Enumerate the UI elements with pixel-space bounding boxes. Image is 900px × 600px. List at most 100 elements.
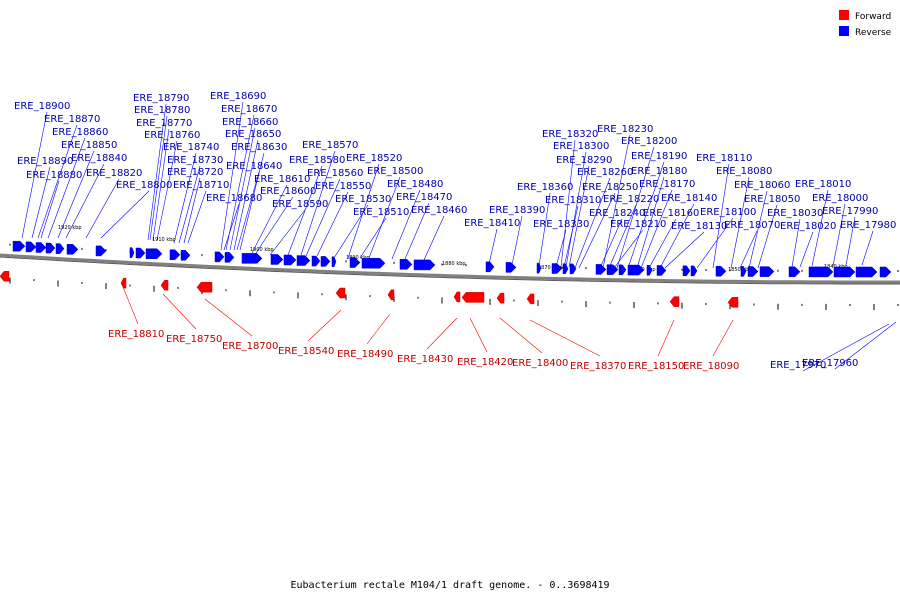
reverse-gene-label: ERE_18460	[411, 205, 467, 216]
reverse-gene	[283, 254, 297, 266]
reverse-gene-label: ERE_18730	[167, 155, 223, 166]
reverse-gene-label: ERE_18030	[767, 208, 823, 219]
reverse-gene	[505, 262, 517, 273]
genome-caption: Eubacterium rectale M104/1 draft genome.…	[290, 580, 609, 591]
reverse-gene	[270, 254, 284, 265]
reverse-gene-label: ERE_18520	[346, 153, 402, 164]
reverse-gene-label: ERE_18330	[533, 219, 589, 230]
reverse-gene-label: ERE_18640	[226, 161, 282, 172]
reverse-gene-leader	[233, 139, 259, 251]
reverse-gene-label: ERE_18010	[795, 179, 851, 190]
reverse-gene-label: ERE_18740	[163, 142, 219, 153]
reverse-gene-label: ERE_18780	[134, 105, 190, 116]
forward-gene-label: ERE_18490	[337, 349, 393, 360]
reverse-gene	[627, 264, 645, 276]
reverse-gene-leader	[602, 134, 631, 269]
reverse-gene-label: ERE_18680	[206, 193, 262, 204]
reverse-gene-leader	[225, 114, 255, 251]
forward-gene-label: ERE_18430	[397, 354, 453, 365]
forward-gene-leader	[529, 319, 601, 357]
reverse-gene-label: ERE_18170	[639, 179, 695, 190]
forward-gene	[387, 289, 395, 301]
reverse-gene-leader	[811, 189, 829, 267]
reverse-gene	[833, 266, 856, 278]
forward-gene	[526, 293, 535, 305]
reverse-gene-leader	[300, 150, 336, 256]
reverse-gene	[55, 243, 65, 254]
reverse-gene-leader	[696, 217, 734, 269]
reverse-gene	[788, 266, 801, 278]
reverse-gene-leader	[269, 209, 306, 256]
forward-gene-label: ERE_18400	[512, 358, 568, 369]
reverse-gene-leader	[31, 166, 51, 239]
reverse-gene	[595, 264, 607, 275]
reverse-gene-leader	[648, 218, 677, 269]
reverse-gene-leader	[832, 203, 846, 267]
reverse-gene-label: ERE_18240	[589, 208, 645, 219]
forward-gene-leader	[307, 309, 342, 342]
forward-gene-label: ERE_18150	[628, 361, 684, 372]
reverse-gene-label: ERE_17980	[840, 220, 896, 231]
reverse-gene	[569, 263, 577, 275]
reverse-gene-label: ERE_18050	[744, 194, 800, 205]
reverse-gene-leader	[287, 165, 323, 256]
reverse-gene-label: ERE_18850	[61, 140, 117, 151]
reverse-gene-leader	[187, 190, 207, 244]
forward-gene	[335, 287, 346, 299]
reverse-gene-label: ERE_18760	[144, 130, 200, 141]
forward-gene	[669, 296, 680, 307]
reverse-gene-label: ERE_17970	[770, 360, 826, 371]
reverse-gene-label: ERE_18770	[136, 118, 192, 129]
reverse-gene-leader	[834, 321, 897, 370]
reverse-gene-leader	[802, 323, 890, 372]
reverse-gene-label: ERE_18200	[621, 136, 677, 147]
reverse-gene-leader	[636, 176, 665, 269]
reverse-gene-label: ERE_18820	[86, 168, 142, 179]
reverse-gene-label: ERE_18190	[631, 151, 687, 162]
scale-tick-label: 1850 kbp	[728, 267, 752, 273]
legend: Forward Reverse	[839, 10, 892, 38]
reverse-gene-leader	[640, 189, 673, 269]
reverse-gene	[129, 247, 135, 258]
reverse-gene	[536, 262, 542, 274]
reverse-gene-label: ERE_18580	[289, 155, 345, 166]
reverse-gene-leader	[37, 124, 78, 239]
reverse-gene	[296, 255, 311, 266]
forward-gene-leader	[499, 317, 543, 354]
reverse-gene-label: ERE_17990	[822, 206, 878, 217]
scale-tick-label: 1880 kbp	[442, 261, 466, 267]
reverse-gene-label: ERE_18020	[780, 221, 836, 232]
reverse-gene-label: ERE_18310	[545, 195, 601, 206]
reverse-gene	[145, 248, 163, 259]
reverse-gene-label: ERE_18550	[315, 181, 371, 192]
reverse-gene-label: ERE_18180	[631, 166, 687, 177]
reverse-gene-label: ERE_18290	[556, 155, 612, 166]
reverse-gene-leader	[574, 177, 611, 269]
scale-tick-label: 1900 kbp	[250, 247, 274, 253]
reverse-gene-leader	[65, 163, 105, 239]
scale-tick-label: 1910 kbp	[152, 237, 176, 243]
reverse-gene-leader	[791, 218, 801, 268]
reverse-gene-label: ERE_18250	[582, 182, 638, 193]
reverse-gene-label: ERE_18230	[597, 124, 653, 135]
reverse-gene-label: ERE_18900	[14, 101, 70, 112]
reverse-gene-label: ERE_18710	[173, 180, 229, 191]
reverse-gene-leader	[538, 192, 551, 267]
reverse-gene-leader	[57, 150, 95, 239]
reverse-gene	[135, 247, 146, 259]
reverse-gene	[12, 240, 26, 252]
reverse-gene-label: ERE_18800	[116, 180, 172, 191]
legend-reverse-swatch	[839, 26, 849, 36]
forward-gene-leader	[204, 298, 253, 337]
reverse-gene-leader	[239, 152, 265, 251]
reverse-gene-label: ERE_18720	[167, 167, 223, 178]
reverse-gene-leader	[404, 202, 430, 260]
reverse-gene-label: ERE_18080	[716, 166, 772, 177]
forward-gene-leader	[366, 313, 391, 345]
reverse-gene	[331, 256, 337, 268]
reverse-gene-label: ERE_18060	[734, 180, 790, 191]
reverse-gene-label: ERE_18530	[335, 194, 391, 205]
reverse-gene-label: ERE_18660	[222, 117, 278, 128]
reverse-gene-label: ERE_18000	[812, 193, 868, 204]
forward-gene-leader	[469, 317, 488, 353]
